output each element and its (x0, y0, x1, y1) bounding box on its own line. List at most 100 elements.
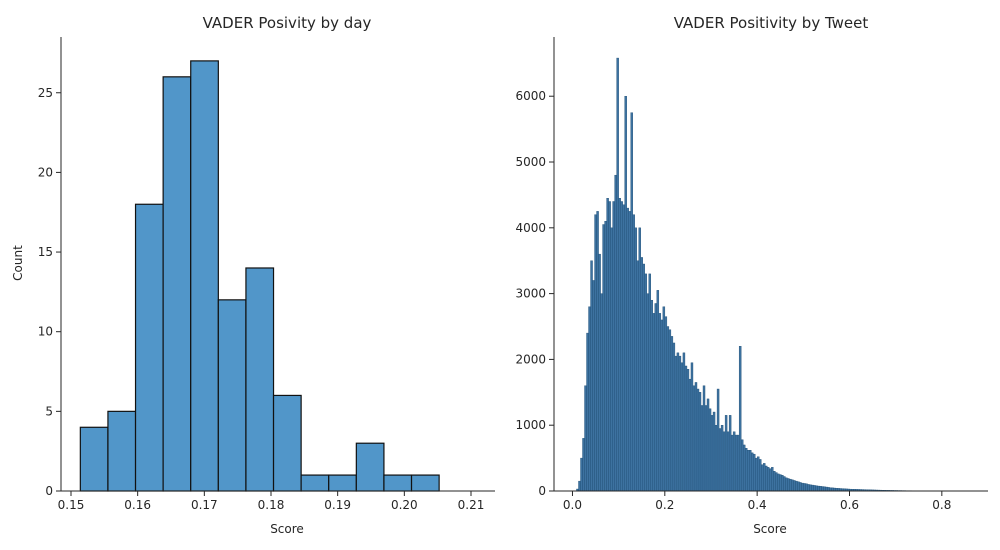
right-histogram-bar (686, 369, 690, 492)
right-histogram-bar (668, 329, 672, 492)
right-histogram-bar (817, 485, 820, 492)
right-histogram-bar (602, 224, 605, 492)
right-histogram-bar (582, 438, 585, 492)
left-x-tick-label: 0.18 (258, 498, 285, 512)
right-histogram-bar (710, 415, 714, 492)
left-bars (79, 60, 440, 492)
right-histogram-bar (805, 483, 808, 492)
right-histogram-bar (757, 456, 760, 492)
left-x-tick-label: 0.15 (58, 498, 85, 512)
left-x-tick-label: 0.21 (458, 498, 485, 512)
right-histogram-bar (793, 480, 796, 492)
right-histogram-bar (692, 385, 696, 492)
right-histogram-bar (696, 388, 700, 492)
right-y-tick-label: 4000 (515, 221, 546, 235)
right-histogram-bar (787, 478, 790, 492)
right-histogram-bar (724, 415, 728, 492)
right-y-tick-label: 0 (538, 484, 546, 498)
right-histogram-bar (801, 482, 804, 492)
right-histogram-bar (658, 313, 662, 492)
right-histogram-bar (656, 290, 660, 492)
right-histogram-bar (742, 444, 746, 492)
right-histogram-bar (616, 57, 619, 492)
left-histogram-bar (245, 267, 275, 492)
right-histogram-bar (744, 448, 748, 492)
right-histogram-bar (738, 346, 742, 492)
right-histogram-bar (622, 204, 625, 492)
right-histogram-bar (783, 476, 786, 492)
left-histogram-bar (328, 474, 357, 492)
right-y-tick-label: 2000 (515, 352, 546, 366)
right-histogram-bar (684, 365, 688, 492)
left-y-tick-label: 0 (45, 484, 53, 498)
right-x-ticks: 0.0 0.2 0.4 0.6 0.8 (563, 491, 951, 512)
right-histogram-bar (809, 484, 812, 492)
left-histogram-bar (355, 442, 385, 492)
right-histogram-bar (765, 465, 768, 492)
right-histogram-bar (694, 382, 698, 492)
right-histogram-bar (614, 174, 617, 492)
right-x-tick-label: 0.6 (840, 498, 859, 512)
right-histogram-bar (734, 434, 738, 492)
right-histogram-bar (678, 355, 682, 492)
left-histogram-bar (190, 60, 219, 492)
left-histogram-bar (383, 474, 413, 492)
right-histogram-bar (732, 431, 736, 492)
left-x-tick-label: 0.17 (191, 498, 218, 512)
left-histogram-bar (410, 474, 440, 492)
right-histogram-bar (827, 487, 830, 492)
right-histogram-bar (728, 415, 732, 492)
right-y-tick-label: 3000 (515, 287, 546, 301)
right-histogram-bar (604, 221, 607, 492)
right-histogram-bar (761, 464, 764, 492)
right-histogram-bar (676, 352, 680, 492)
right-histogram-bar (718, 428, 722, 492)
right-histogram-bar (598, 253, 601, 492)
right-histogram-bar (680, 362, 684, 492)
right-histogram-bar (775, 472, 778, 492)
right-histogram-bar (714, 425, 718, 492)
left-histogram-bar (217, 299, 247, 492)
right-histogram-bar (634, 227, 637, 492)
right-histogram-bar (662, 306, 666, 492)
right-histogram-bar (660, 319, 664, 492)
right-histogram-bar (600, 293, 603, 492)
right-x-tick-label: 0.4 (748, 498, 767, 512)
right-histogram-bar (596, 211, 599, 492)
left-y-tick-label: 5 (45, 404, 53, 418)
right-histogram-bar (588, 306, 591, 492)
right-chart-title: VADER Positivity by Tweet (674, 14, 869, 32)
right-histogram-bar (672, 342, 676, 492)
right-y-ticks: 0 1000 2000 3000 4000 5000 6000 (515, 89, 554, 498)
right-histogram-bar (578, 480, 581, 492)
right-histogram-bar (720, 425, 724, 492)
left-x-axis-label: Score (270, 522, 304, 536)
right-histogram-bar (811, 484, 814, 492)
right-histogram-bar (642, 263, 645, 492)
right-histogram-bar (682, 352, 686, 492)
right-histogram-bar (813, 485, 816, 492)
right-x-axis-label: Score (753, 522, 787, 536)
left-histogram-bar (272, 394, 302, 492)
left-histogram-bar (79, 426, 109, 492)
right-histogram-bar (610, 227, 613, 492)
right-histogram-bar (759, 459, 762, 492)
left-x-tick-label: 0.16 (124, 498, 151, 512)
right-histogram-bar (612, 201, 615, 492)
right-histogram-bar (777, 473, 780, 492)
right-histogram-bar (670, 336, 674, 492)
right-histogram-bar (763, 463, 766, 492)
right-histogram-bar (690, 362, 694, 492)
left-y-tick-label: 15 (38, 245, 53, 259)
right-histogram-bar (608, 201, 611, 492)
right-bars (576, 57, 985, 492)
left-histogram-bar (107, 410, 137, 492)
right-histogram-bar (821, 486, 824, 492)
right-histogram-bar (749, 450, 752, 492)
right-histogram-bar (815, 485, 818, 492)
right-histogram-bar (803, 483, 806, 492)
right-histogram-bar (636, 260, 639, 492)
right-histogram-bar (666, 326, 670, 492)
right-histogram-bar (799, 482, 802, 492)
